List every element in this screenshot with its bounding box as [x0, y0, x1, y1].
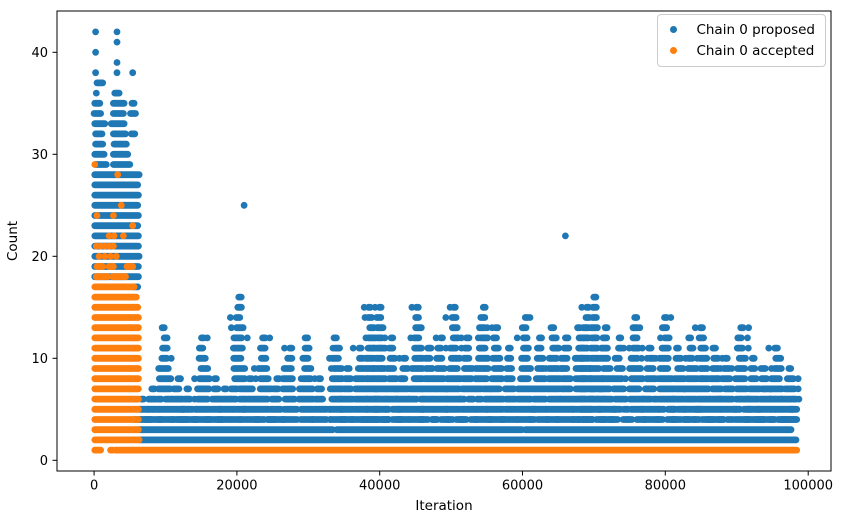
- axes-frame: [56, 10, 832, 472]
- legend-label-accepted: Chain 0 accepted: [696, 42, 815, 59]
- x-tick-label: 40000: [359, 479, 400, 494]
- x-tick-label: 0: [90, 479, 98, 494]
- legend-item-proposed: Chain 0 proposed: [670, 19, 815, 40]
- legend-item-accepted: Chain 0 accepted: [670, 40, 815, 61]
- y-tick-label: 0: [40, 454, 48, 469]
- series-proposed: [90, 28, 803, 444]
- legend-dot-accepted-icon: [670, 47, 678, 54]
- x-axis-label: Iteration: [415, 498, 472, 514]
- axis-ticks: 0 20000 40000 60000 80000 100000 0 10 20 30 40: [31, 46, 833, 494]
- y-tick-label: 40: [31, 46, 48, 61]
- x-tick-label: 100000: [783, 479, 833, 494]
- legend-label-proposed: Chain 0 proposed: [696, 21, 815, 38]
- legend-dot-proposed-icon: [670, 26, 678, 33]
- x-tick-label: 80000: [645, 479, 686, 494]
- x-tick-label: 20000: [216, 479, 257, 494]
- legend: Chain 0 proposed Chain 0 accepted: [657, 14, 826, 67]
- y-axis-label: Count: [5, 221, 21, 261]
- y-tick-label: 30: [31, 148, 48, 163]
- x-tick-label: 60000: [502, 479, 543, 494]
- y-tick-label: 10: [31, 352, 48, 367]
- series-accepted: [91, 161, 801, 454]
- y-tick-label: 20: [31, 250, 48, 265]
